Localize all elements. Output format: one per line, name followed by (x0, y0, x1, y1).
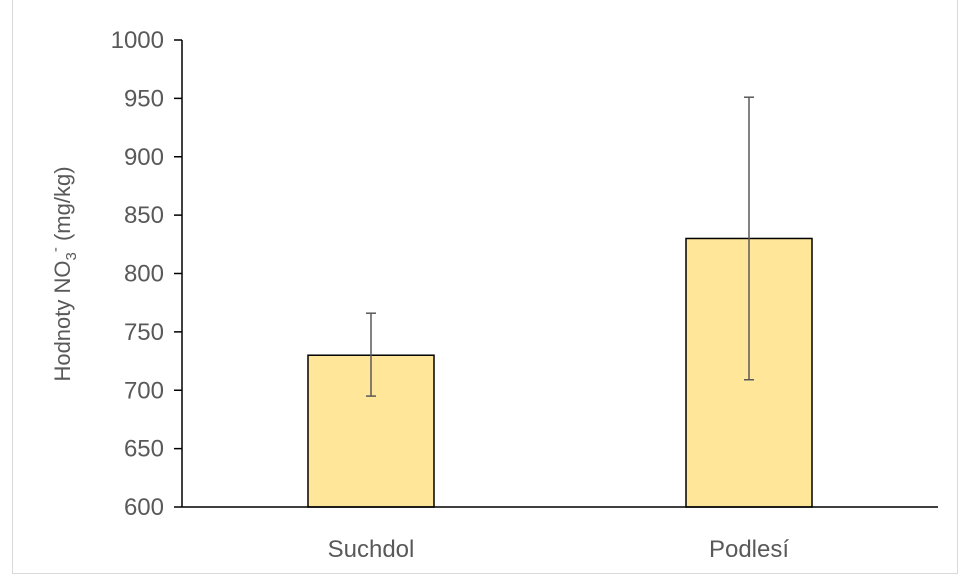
y-tick-label: 600 (124, 494, 164, 521)
y-axis-title-unit: (mg/kg) (50, 166, 75, 247)
y-tick-label: 750 (124, 319, 164, 346)
y-tick-label: 850 (124, 202, 164, 229)
y-tick-label: 900 (124, 144, 164, 171)
y-axis-title-main: Hodnoty NO (50, 260, 75, 381)
x-category-label: Suchdol (328, 536, 415, 563)
y-axis-title-superscript: - (47, 247, 64, 252)
y-axis-title-subscript: 3 (63, 252, 80, 260)
y-tick-label: 800 (124, 261, 164, 288)
y-tick-label: 950 (124, 85, 164, 112)
x-category-label: Podlesí (709, 536, 789, 563)
y-tick-label: 650 (124, 436, 164, 463)
y-axis-ticks: 600 650 700 750 800 850 900 950 1000 (111, 27, 182, 521)
x-axis-labels: Suchdol Podlesí (328, 536, 790, 563)
bars-group (307, 237, 813, 508)
y-axis-title: Hodnoty NO3- (mg/kg) (47, 166, 80, 381)
y-tick-label: 1000 (111, 27, 164, 54)
y-tick-label: 700 (124, 377, 164, 404)
error-bars-group (366, 96, 754, 397)
